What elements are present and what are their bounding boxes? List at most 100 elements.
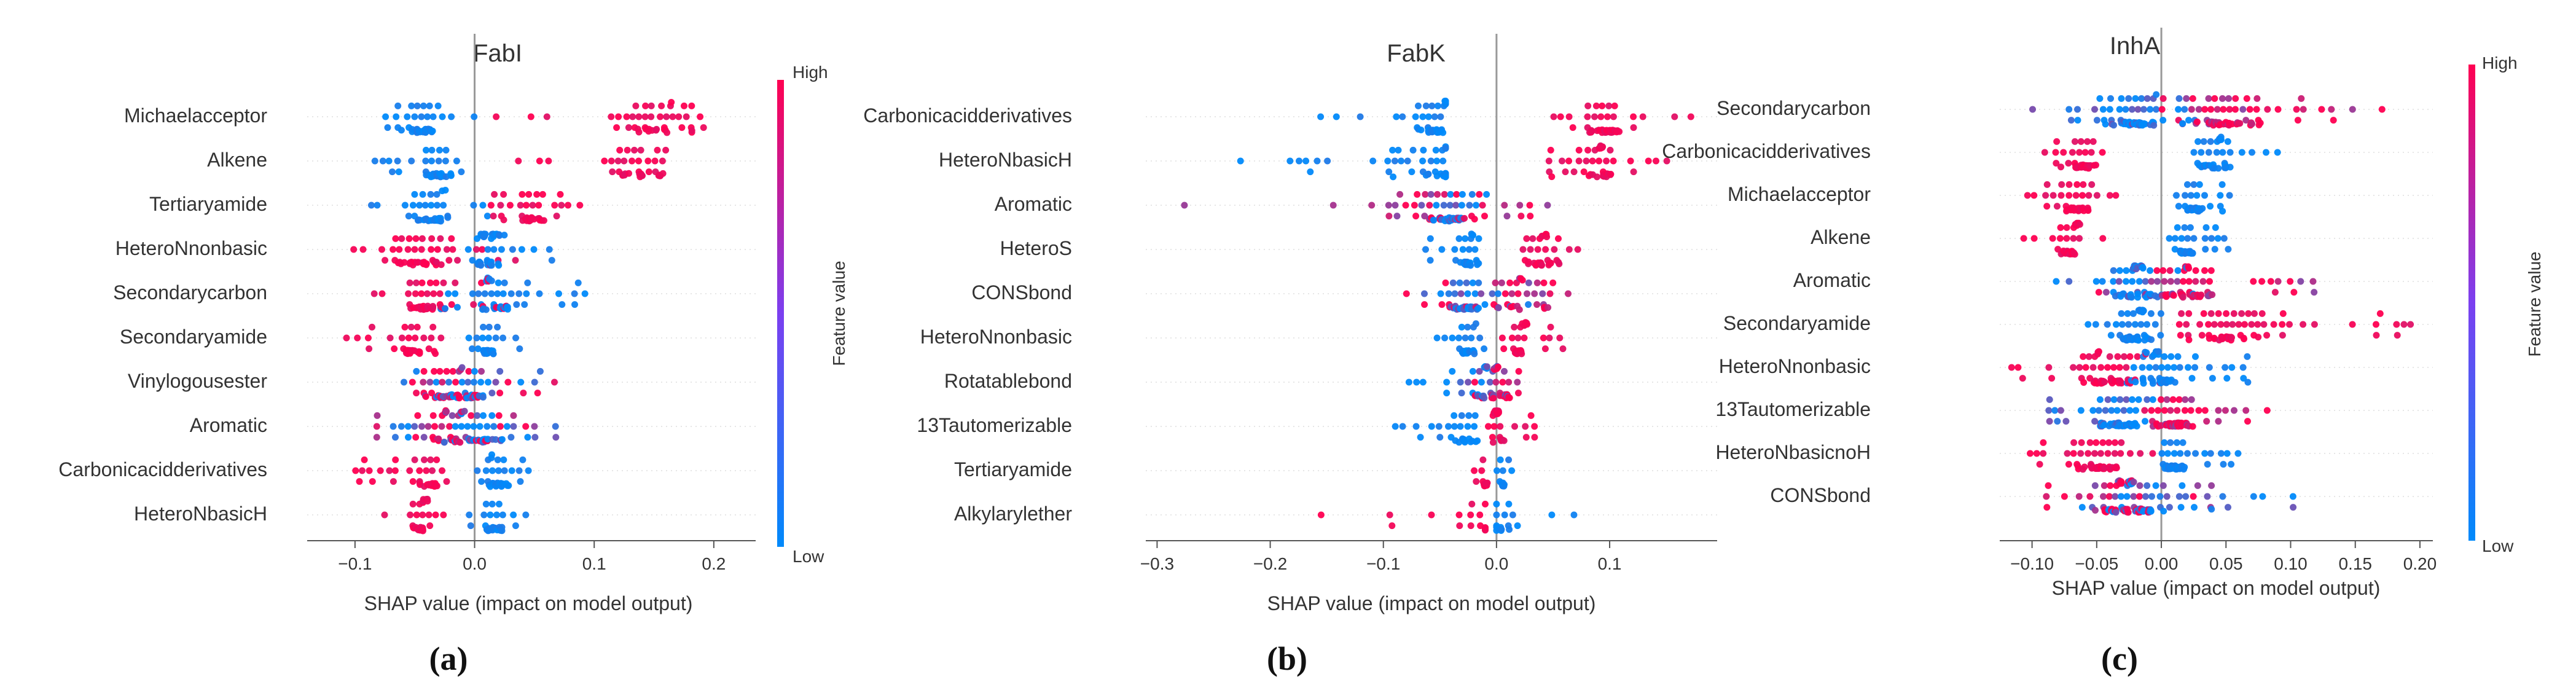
shap-point — [1384, 157, 1392, 165]
shap-point — [2123, 396, 2130, 403]
shap-point — [2095, 289, 2102, 296]
shap-point — [2167, 353, 2175, 360]
shap-point — [2086, 375, 2094, 382]
x-tick-label: 0.2 — [702, 554, 726, 573]
shap-point — [1511, 323, 1518, 331]
shap-point — [359, 467, 366, 474]
shap-point — [2175, 396, 2183, 403]
shap-point — [2207, 106, 2215, 113]
shap-point — [648, 113, 655, 120]
shap-point — [413, 323, 421, 331]
panel-c-feature-label: Aromatic — [1793, 269, 1871, 291]
shap-point — [356, 478, 363, 485]
shap-point — [1417, 434, 1424, 441]
shap-point — [1467, 511, 1474, 519]
shap-point — [1412, 113, 1419, 120]
shap-point — [2093, 162, 2099, 169]
shap-point — [478, 279, 485, 286]
shap-point — [1483, 190, 1490, 198]
shap-point — [411, 246, 418, 253]
shap-point — [1516, 202, 1524, 209]
shap-point — [2118, 480, 2125, 487]
shap-point — [374, 412, 381, 419]
shap-point — [1471, 412, 1479, 419]
shap-point — [2254, 321, 2261, 328]
shap-point — [2286, 321, 2293, 328]
shap-point — [419, 527, 426, 535]
shap-point — [1286, 157, 1294, 165]
shap-point — [1687, 113, 1694, 120]
shap-point — [2219, 95, 2226, 102]
shap-point — [2264, 106, 2271, 113]
shap-point — [2294, 117, 2301, 124]
shap-point — [2207, 310, 2215, 317]
shap-point — [1559, 157, 1565, 165]
shap-point — [406, 467, 413, 474]
shap-point — [1639, 113, 1646, 120]
shap-point — [510, 423, 517, 430]
shap-point — [2192, 267, 2199, 274]
shap-point — [428, 235, 436, 242]
shap-point — [396, 246, 403, 253]
shap-point — [433, 279, 440, 286]
shap-point — [434, 102, 442, 109]
shap-point — [2279, 310, 2287, 317]
shap-point — [1540, 334, 1547, 342]
shap-point — [2104, 321, 2111, 328]
shap-point — [609, 168, 616, 176]
shap-point — [1469, 367, 1476, 375]
shap-point — [2069, 149, 2076, 156]
shap-point — [2065, 461, 2072, 468]
shap-point — [413, 367, 420, 375]
shap-point — [482, 306, 490, 313]
shap-point — [1412, 423, 1420, 430]
panel-a-feature-label: Vinylogousester — [128, 370, 267, 392]
shap-point — [2298, 95, 2305, 102]
shap-point — [654, 146, 661, 154]
shap-point — [422, 157, 429, 165]
shap-point — [551, 202, 558, 209]
shap-point — [1515, 367, 1522, 375]
shap-point — [2223, 450, 2231, 457]
shap-point — [440, 511, 447, 519]
shap-point — [378, 246, 385, 253]
shap-point — [2196, 321, 2204, 328]
shap-point — [1524, 290, 1530, 297]
shap-point — [1392, 202, 1399, 209]
shap-point — [2238, 310, 2245, 317]
shap-point — [2126, 450, 2134, 457]
shap-point — [1398, 157, 1405, 165]
shap-point — [1550, 113, 1557, 120]
shap-point — [669, 113, 676, 120]
shap-point — [487, 511, 494, 519]
shap-point — [1465, 378, 1472, 386]
shap-point — [2193, 192, 2201, 199]
shap-point — [2225, 95, 2232, 102]
shap-point — [2185, 278, 2193, 285]
shap-point — [2190, 493, 2197, 500]
shap-point — [1589, 157, 1596, 165]
shap-point — [2161, 278, 2168, 285]
shap-point — [1385, 168, 1393, 176]
shap-point — [2311, 321, 2318, 328]
shap-point — [2136, 493, 2143, 500]
shap-point — [2107, 482, 2114, 489]
shap-point — [2200, 310, 2207, 317]
shap-point — [2251, 310, 2258, 317]
shap-point — [343, 334, 350, 342]
x-tick-label: −0.10 — [2010, 554, 2054, 573]
shap-point — [2100, 493, 2107, 500]
shap-point — [498, 527, 506, 535]
shap-point — [2077, 450, 2085, 457]
shap-point — [1547, 260, 1554, 267]
shap-point — [1419, 157, 1427, 165]
shap-point — [456, 394, 463, 402]
shap-point — [2349, 321, 2356, 328]
shap-point — [2242, 117, 2250, 124]
shap-point — [1481, 345, 1488, 353]
shap-point — [518, 246, 525, 253]
shap-point — [1445, 290, 1452, 297]
shap-point — [1599, 102, 1606, 109]
shap-point — [2118, 493, 2124, 500]
shap-point — [2116, 267, 2123, 274]
